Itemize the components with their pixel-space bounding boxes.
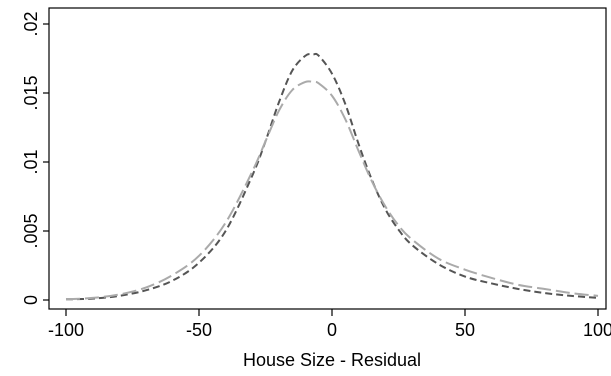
- series-layer: [65, 52, 599, 301]
- y-tick-label: .01: [21, 149, 41, 174]
- x-tick-label: -50: [186, 320, 212, 340]
- series-line-1: [65, 52, 599, 301]
- x-axis-title: House Size - Residual: [243, 350, 421, 370]
- y-axis: 0 .005 .01 .015 .02: [21, 11, 49, 305]
- y-tick-label: .005: [21, 213, 41, 248]
- x-axis: -100 -50 0 50 100: [48, 309, 611, 340]
- y-tick-label: 0: [21, 295, 41, 305]
- y-tick-label: .02: [21, 11, 41, 36]
- plot-frame: [48, 7, 607, 310]
- x-tick-label: -100: [48, 320, 84, 340]
- x-tick-label: 100: [583, 320, 611, 340]
- x-tick-label: 50: [455, 320, 475, 340]
- series-line-2: [65, 80, 599, 301]
- y-tick-label: .015: [21, 75, 41, 110]
- x-tick-label: 0: [327, 320, 337, 340]
